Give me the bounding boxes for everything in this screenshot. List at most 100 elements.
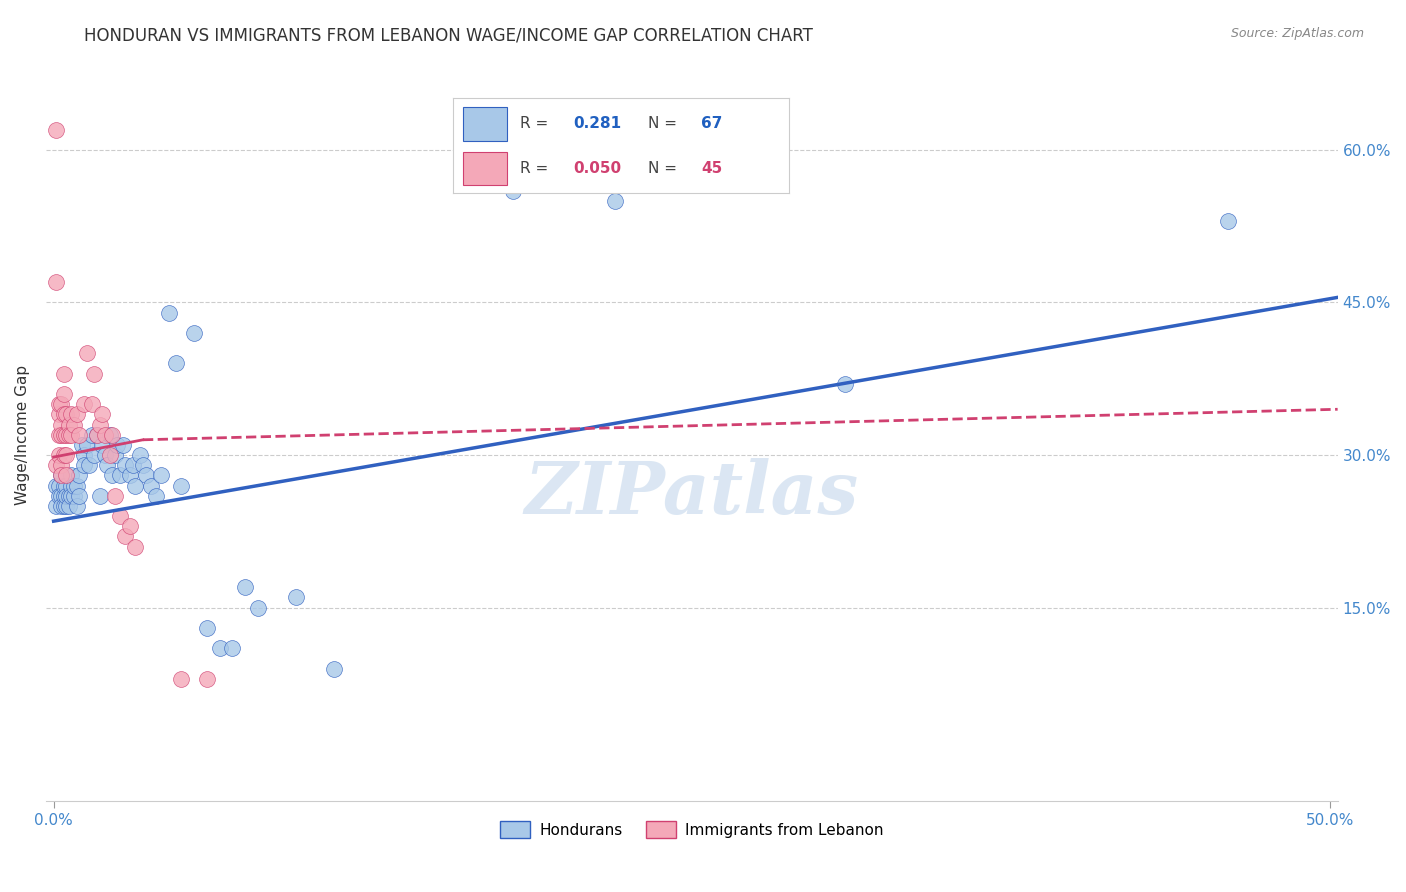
Point	[45, 275, 67, 289]
Point	[80, 397, 103, 411]
Point	[45, 122, 67, 136]
Point	[55, 408, 77, 422]
Point	[48, 427, 70, 442]
Point	[108, 509, 131, 524]
Point	[55, 448, 77, 462]
Point	[45, 458, 67, 473]
Point	[98, 427, 121, 442]
Point	[48, 397, 70, 411]
Point	[101, 427, 124, 442]
Point	[73, 458, 96, 473]
Point	[48, 448, 70, 462]
Text: ZIPatlas: ZIPatlas	[524, 458, 859, 529]
Point	[60, 427, 83, 442]
Point	[195, 672, 218, 686]
Point	[221, 641, 243, 656]
Point	[132, 458, 155, 473]
Point	[91, 438, 114, 452]
Point	[45, 478, 67, 492]
Point	[52, 367, 75, 381]
Point	[124, 540, 146, 554]
Point	[101, 468, 124, 483]
Point	[51, 489, 73, 503]
Point	[86, 427, 108, 442]
Point	[52, 408, 75, 422]
Point	[246, 600, 269, 615]
Point	[170, 478, 193, 492]
Point	[67, 468, 90, 483]
Point	[51, 458, 73, 473]
Point	[73, 448, 96, 462]
Point	[51, 468, 73, 483]
Point	[89, 417, 111, 432]
Point	[86, 427, 108, 442]
Point	[65, 408, 87, 422]
Point	[120, 468, 142, 483]
Point	[135, 468, 157, 483]
Point	[96, 458, 118, 473]
Point	[195, 621, 218, 635]
Point	[55, 427, 77, 442]
Point	[48, 478, 70, 492]
Y-axis label: Wage/Income Gap: Wage/Income Gap	[15, 365, 30, 505]
Point	[52, 427, 75, 442]
Point	[52, 499, 75, 513]
Point	[139, 478, 162, 492]
Point	[208, 641, 231, 656]
Point	[60, 468, 83, 483]
Point	[60, 489, 83, 503]
Point	[63, 489, 86, 503]
Point	[48, 408, 70, 422]
Legend: Hondurans, Immigrants from Lebanon: Hondurans, Immigrants from Lebanon	[494, 814, 890, 845]
Point	[55, 478, 77, 492]
Point	[45, 499, 67, 513]
Point	[107, 438, 129, 452]
Point	[1216, 214, 1239, 228]
Point	[83, 367, 105, 381]
Point	[149, 468, 172, 483]
Point	[51, 397, 73, 411]
Text: HONDURAN VS IMMIGRANTS FROM LEBANON WAGE/INCOME GAP CORRELATION CHART: HONDURAN VS IMMIGRANTS FROM LEBANON WAGE…	[84, 27, 813, 45]
Point	[55, 468, 77, 483]
Point	[108, 468, 131, 483]
Point	[104, 489, 127, 503]
Point	[83, 448, 105, 462]
Point	[52, 478, 75, 492]
Point	[114, 529, 136, 543]
Point	[121, 458, 143, 473]
Point	[98, 448, 121, 462]
Point	[76, 346, 98, 360]
Point	[60, 478, 83, 492]
Point	[63, 478, 86, 492]
Point	[63, 417, 86, 432]
Point	[70, 438, 93, 452]
Point	[52, 387, 75, 401]
Point	[91, 408, 114, 422]
Point	[129, 448, 152, 462]
Point	[58, 417, 80, 432]
Text: Source: ZipAtlas.com: Source: ZipAtlas.com	[1230, 27, 1364, 40]
Point	[67, 427, 90, 442]
Point	[76, 438, 98, 452]
Point	[73, 397, 96, 411]
Point	[48, 489, 70, 503]
Point	[55, 499, 77, 513]
Point	[52, 489, 75, 503]
Point	[89, 489, 111, 503]
Point	[51, 499, 73, 513]
Point	[58, 489, 80, 503]
Point	[65, 499, 87, 513]
Point	[65, 478, 87, 492]
Point	[170, 672, 193, 686]
Point	[58, 427, 80, 442]
Point	[67, 489, 90, 503]
Point	[55, 489, 77, 503]
Point	[120, 519, 142, 533]
Point	[51, 427, 73, 442]
Point	[93, 448, 115, 462]
Point	[80, 427, 103, 442]
Point	[124, 478, 146, 492]
Point	[502, 184, 524, 198]
Point	[233, 580, 256, 594]
Point	[183, 326, 205, 340]
